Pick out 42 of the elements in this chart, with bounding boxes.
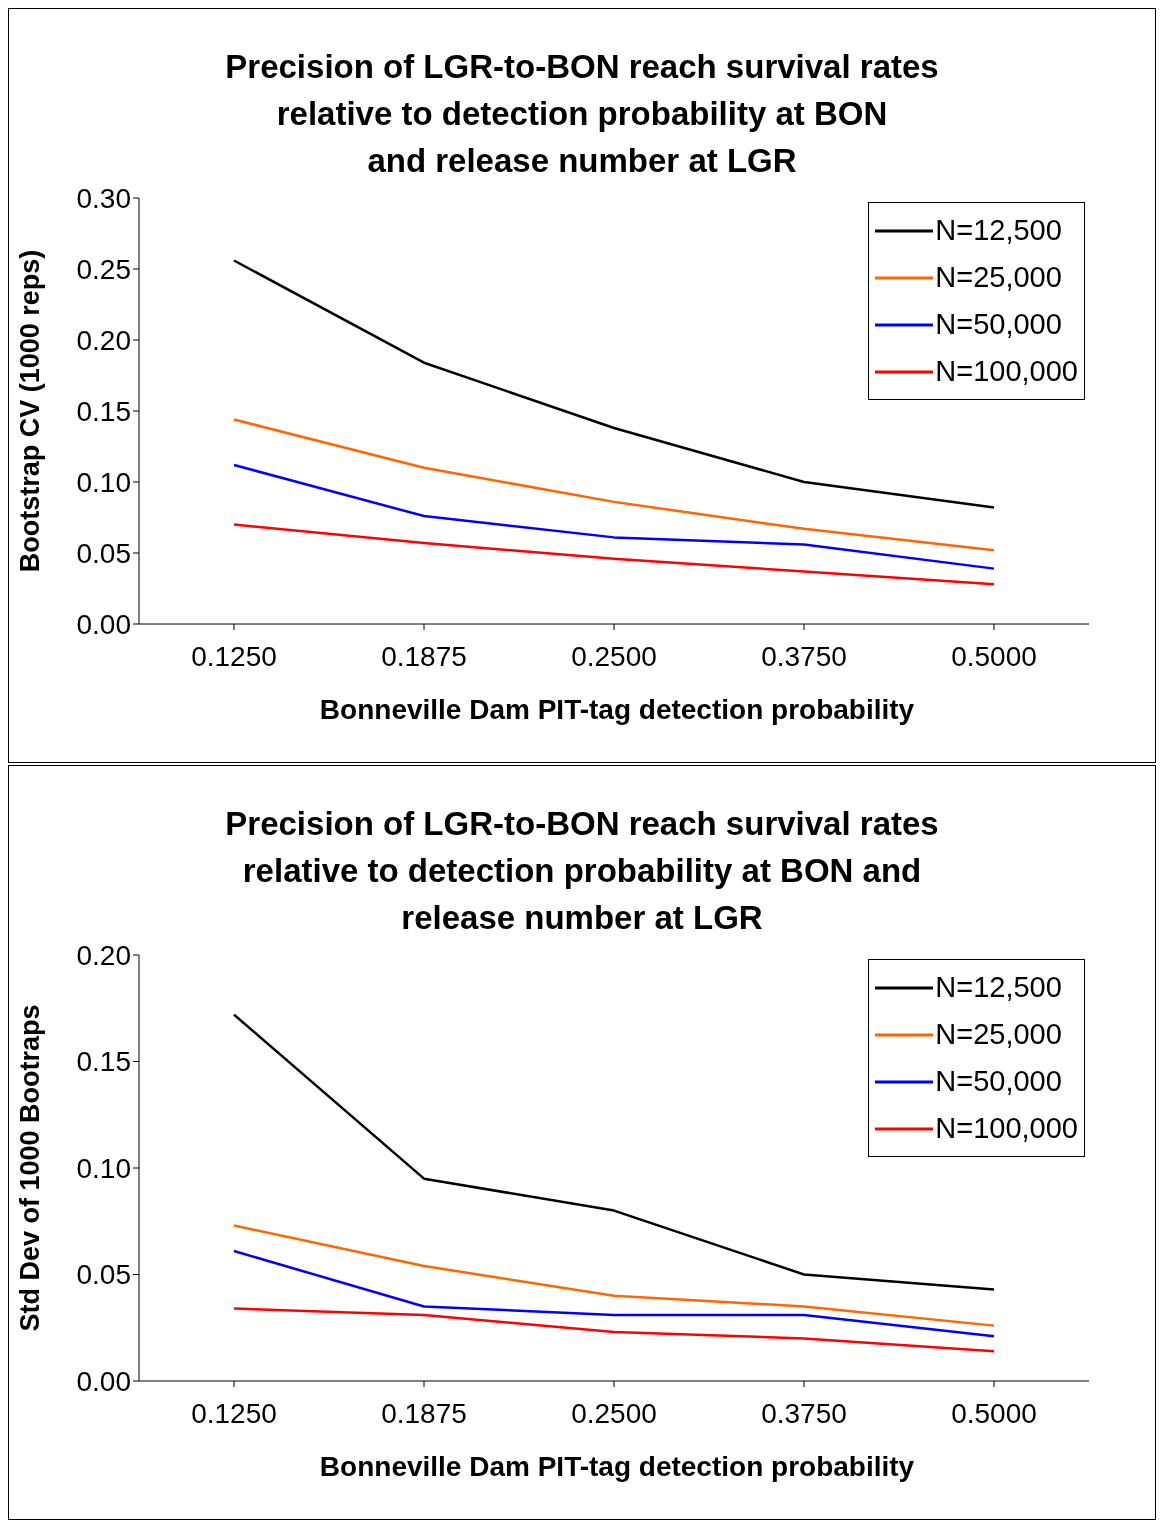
legend-label: N=25,000 — [935, 1018, 1062, 1051]
legend-label: N=50,000 — [935, 308, 1062, 341]
y-axis-title: Bootstrap CV (1000 reps) — [14, 249, 45, 573]
y-tick-label: 0.05 — [76, 537, 131, 569]
x-tick-label: 0.3750 — [761, 1397, 847, 1429]
x-tick-label: 0.3750 — [761, 640, 847, 672]
y-tick-label: 0.25 — [76, 253, 131, 285]
y-tick-label: 0.20 — [76, 939, 131, 971]
line-series — [232, 418, 996, 552]
x-tick-label: 0.1875 — [381, 640, 467, 672]
y-tick-label: 0.15 — [76, 1046, 131, 1078]
legend-label: N=50,000 — [935, 1065, 1062, 1098]
x-tick-label: 0.1875 — [381, 1397, 467, 1429]
line-series — [232, 1249, 996, 1338]
x-tick-label: 0.2500 — [571, 1397, 657, 1429]
x-tick-label: 0.2500 — [571, 640, 657, 672]
y-tick-label: 0.15 — [76, 395, 131, 427]
legend-label: N=12,500 — [935, 214, 1062, 247]
y-tick-label: 0.00 — [76, 608, 131, 640]
line-series — [232, 523, 996, 586]
y-axis-title: Std Dev of 1000 Bootraps — [14, 1004, 45, 1332]
x-axis-title: Bonneville Dam PIT-tag detection probability — [318, 1451, 916, 1484]
legend-label: N=100,000 — [935, 1112, 1078, 1145]
legend-label: N=12,500 — [935, 971, 1062, 1004]
x-tick-label: 0.1250 — [191, 640, 277, 672]
y-tick-label: 0.20 — [76, 324, 131, 356]
line-series — [232, 1307, 996, 1353]
y-tick-label: 0.10 — [76, 1152, 131, 1184]
line-series — [232, 463, 996, 570]
chart-title: Precision of LGR-to-BON reach survival rates relative to detection probability at BON and release number at LGR — [224, 47, 940, 181]
x-tick-label: 0.1250 — [191, 1397, 277, 1429]
legend-label: N=100,000 — [935, 355, 1078, 388]
legend-label: N=25,000 — [935, 261, 1062, 294]
line-series — [232, 1224, 996, 1327]
y-tick-label: 0.05 — [76, 1259, 131, 1291]
x-tick-label: 0.5000 — [951, 1397, 1037, 1429]
x-axis-title: Bonneville Dam PIT-tag detection probability — [318, 694, 916, 727]
y-tick-label: 0.10 — [76, 466, 131, 498]
chart-title: Precision of LGR-to-BON reach survival rates relative to detection probability at BON and release number at LGR — [224, 804, 940, 938]
x-tick-label: 0.5000 — [951, 640, 1037, 672]
y-tick-label: 0.00 — [76, 1365, 131, 1397]
y-tick-label: 0.30 — [76, 182, 131, 214]
